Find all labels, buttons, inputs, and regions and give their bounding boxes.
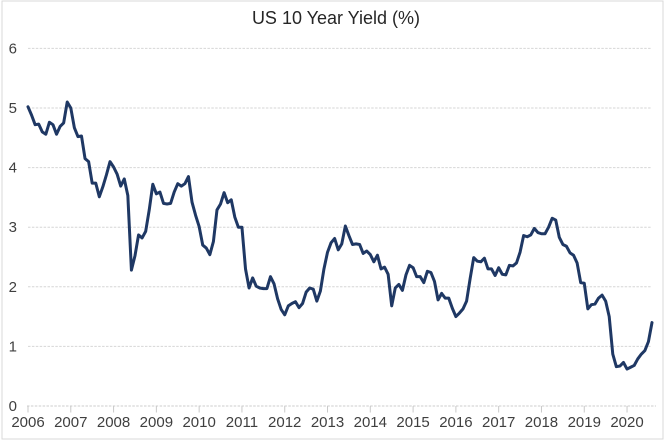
- x-tick-label: 2018: [525, 414, 558, 431]
- x-tick-label: 2013: [311, 414, 344, 431]
- y-tick-label: 4: [9, 160, 17, 177]
- plot-area: 0 1 2 3 4 5 6 2006 2007 2008 2009 2010 2011 2012 2013 2…: [9, 40, 656, 431]
- x-tick-label: 2012: [268, 414, 301, 431]
- y-tick-label: 3: [9, 219, 17, 236]
- x-tick-label: 2016: [439, 414, 472, 431]
- x-tick-label: 2020: [610, 414, 643, 431]
- x-tick-label: 2017: [482, 414, 515, 431]
- x-tick-label: 2014: [354, 414, 387, 431]
- yield-series-line: [26, 100, 654, 371]
- x-tick-label: 2008: [97, 414, 130, 431]
- y-tick-label: 6: [9, 40, 17, 57]
- y-tick-label: 0: [9, 398, 17, 415]
- x-tick-label: 2019: [568, 414, 601, 431]
- x-tick-label: 2011: [226, 414, 258, 431]
- x-tick-label: 2006: [11, 414, 44, 431]
- x-tick-label: 2010: [182, 414, 215, 431]
- x-tick-label: 2007: [54, 414, 87, 431]
- chart-title: US 10 Year Yield (%): [252, 8, 420, 28]
- x-tick-label: 2015: [396, 414, 429, 431]
- y-tick-label: 2: [9, 279, 17, 296]
- x-tick-label: 2009: [140, 414, 173, 431]
- y-tick-label: 1: [9, 338, 17, 355]
- y-tick-label: 5: [9, 100, 17, 117]
